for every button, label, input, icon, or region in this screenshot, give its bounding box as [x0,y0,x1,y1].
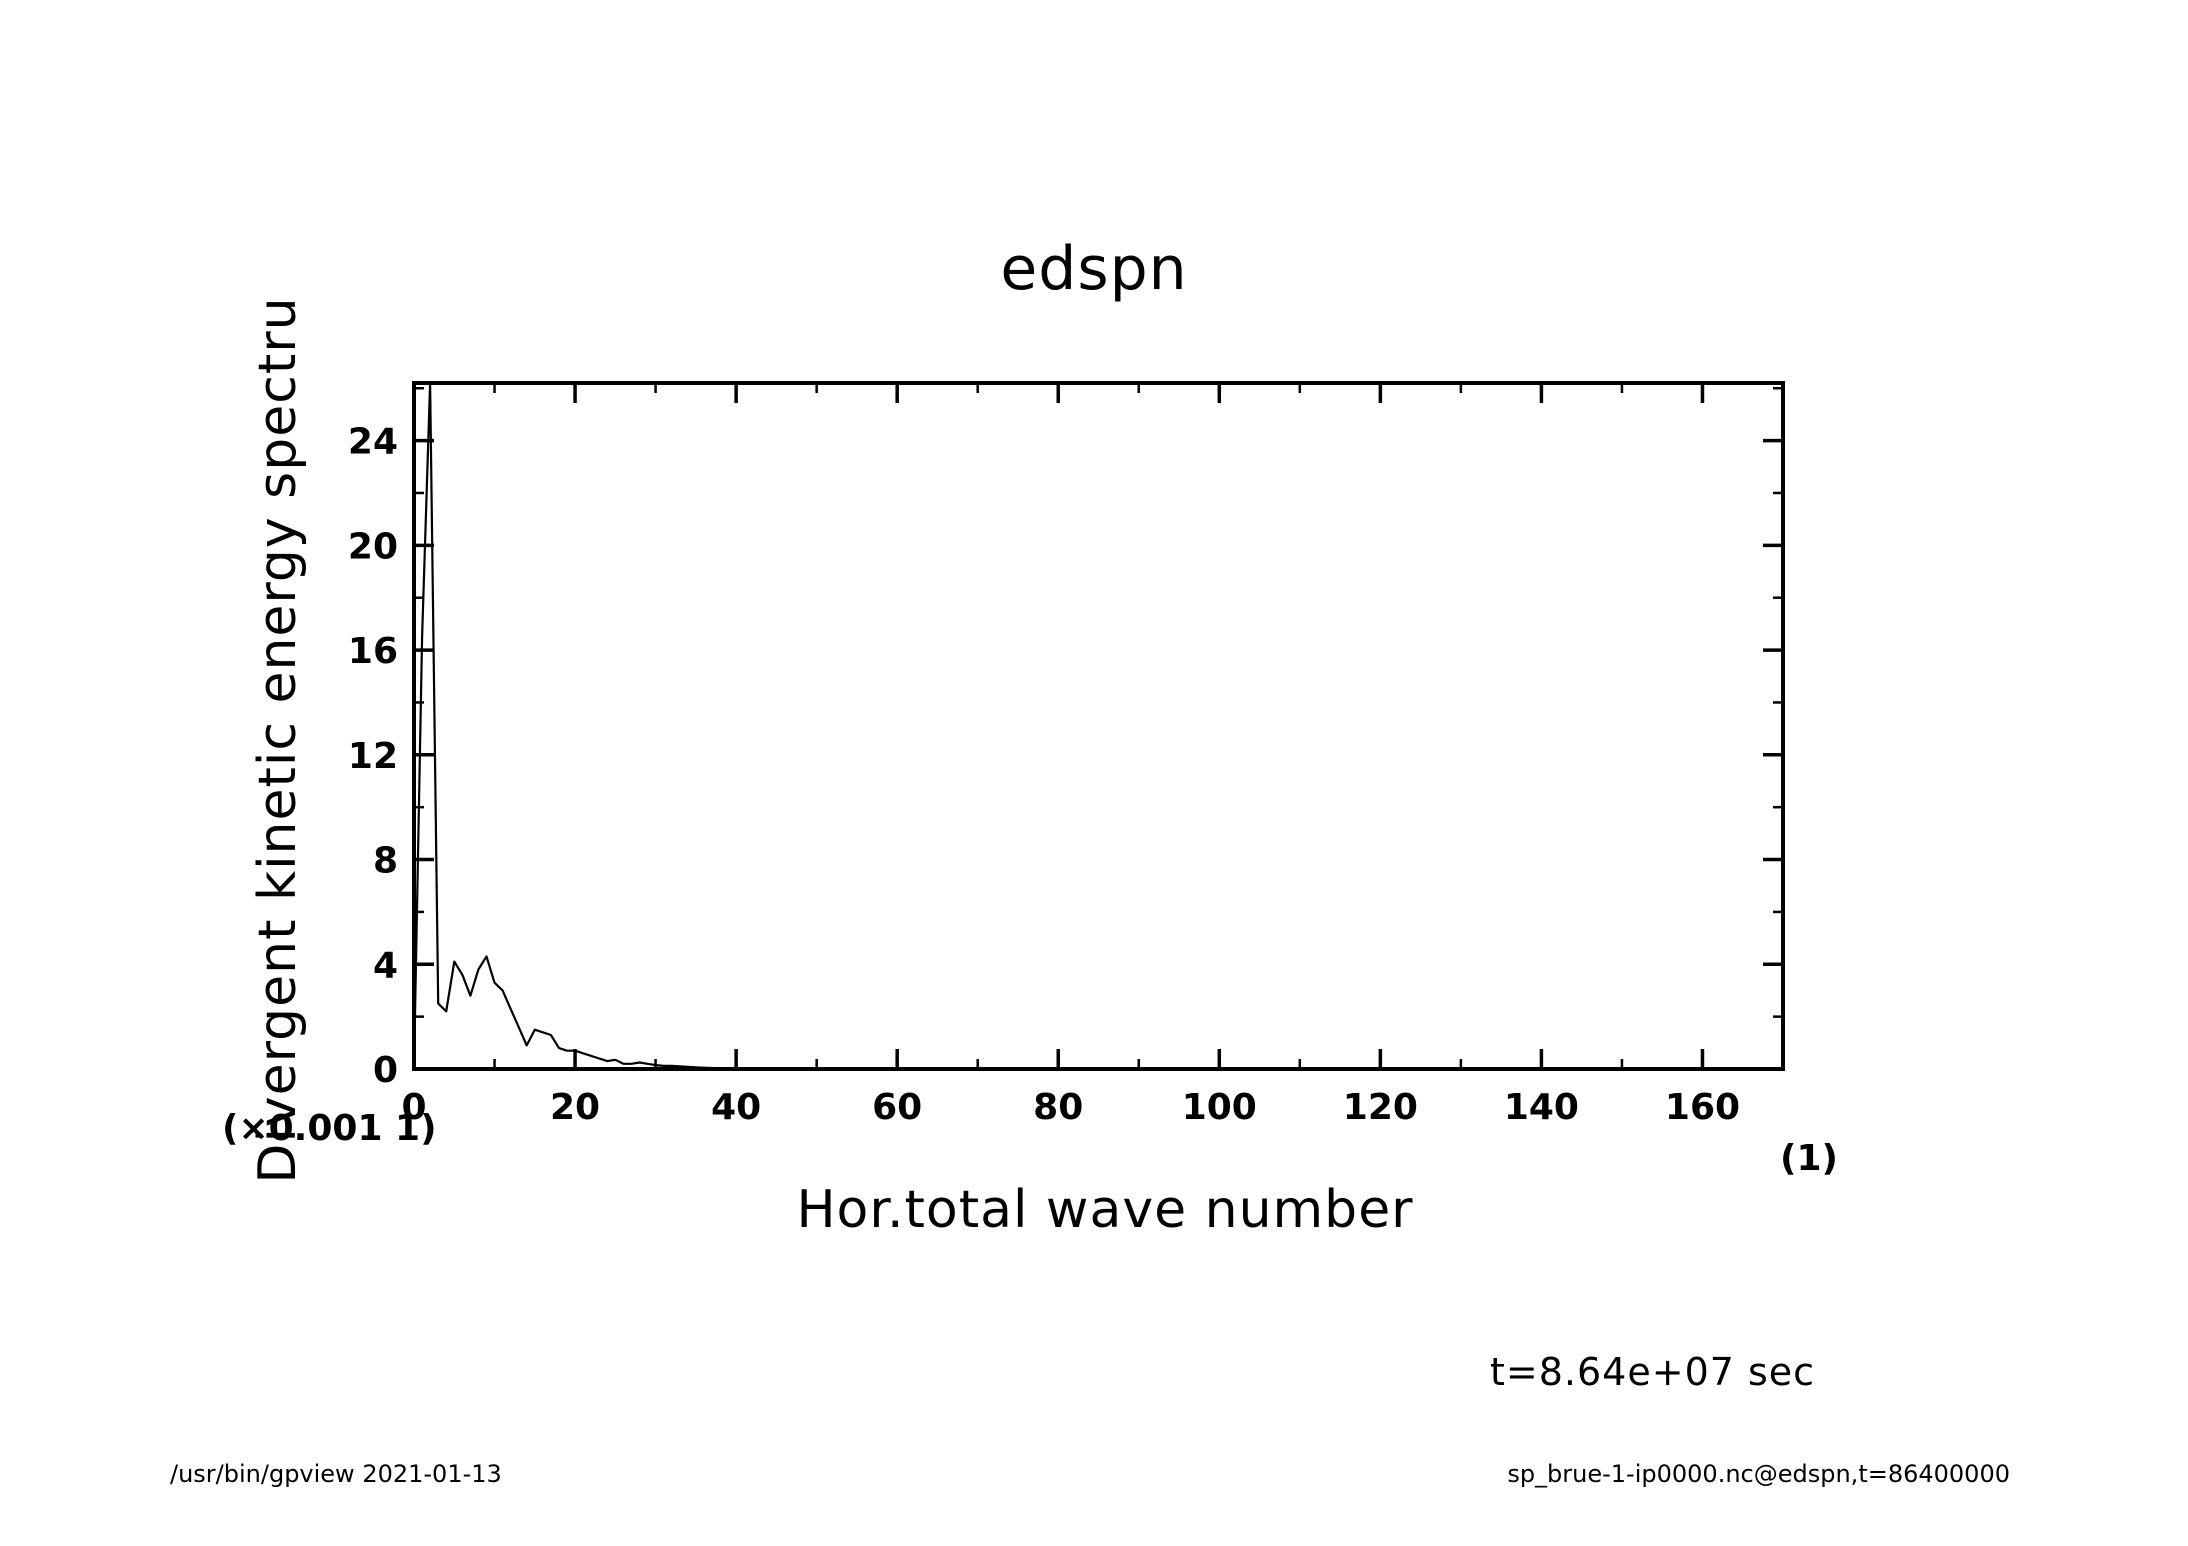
y-tick-label: 16 [348,631,398,672]
y-tick-label: 0 [373,1050,398,1091]
x-tick-label: 80 [1033,1087,1083,1128]
x-unit-label: (1) [1780,1138,1838,1179]
series-line [412,381,1783,1071]
chart-title: edspn [1000,234,1188,304]
x-tick-label: 40 [711,1087,761,1128]
x-tick-label: 120 [1343,1087,1418,1128]
y-axis-label: Divergent kinetic energy spectru [248,296,308,1184]
x-axis-label: Hor.total wave number [796,1180,1414,1240]
axis-ticks [412,383,1783,1071]
y-tick-label: 20 [348,526,398,567]
x-tick-label: 0 [401,1087,426,1128]
y-scale-label: (×0.001 1) [222,1108,437,1149]
x-tick-label: 160 [1665,1087,1740,1128]
axis-tick-labels: 0 20 40 60 80 100 120 140 160 0 4 8 12 16 20 24 [348,422,1740,1128]
plot-frame [412,381,1785,1071]
x-tick-label: 100 [1182,1087,1257,1128]
y-tick-label: 8 [373,841,398,882]
y-tick-label: 12 [348,736,398,777]
footer-left: /usr/bin/gpview 2021-01-13 [170,1460,502,1488]
x-tick-label: 20 [550,1087,600,1128]
x-tick-label: 140 [1504,1087,1579,1128]
y-tick-label: 24 [348,422,398,463]
time-annotation: t=8.64e+07 sec [1490,1350,1816,1394]
y-tick-label: 4 [373,945,398,986]
x-tick-label: 60 [872,1087,922,1128]
footer-right: sp_brue-1-ip0000.nc@edspn,t=86400000 [1507,1460,2010,1488]
